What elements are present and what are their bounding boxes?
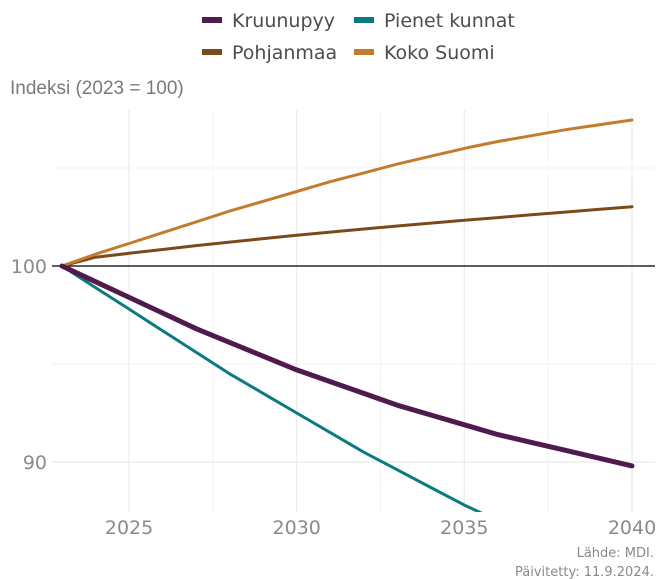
legend-swatch [354, 17, 374, 23]
legend-swatch [202, 17, 222, 23]
legend-label: Pienet kunnat [384, 10, 515, 32]
y-axis-label: Indeksi (2023 = 100) [10, 78, 184, 99]
series-line-pohjanmaa [60, 205, 634, 268]
source-line-2: Päivitetty: 11.9.2024. [515, 565, 654, 579]
legend-label: Pohjanmaa [232, 42, 337, 64]
series-line-kruunupyy [59, 263, 635, 469]
y-axis: 90 100 [11, 256, 47, 474]
legend: Kruunupyy Pienet kunnat Pohjanmaa Koko Suom… [202, 10, 515, 64]
legend-label: Koko Suomi [384, 42, 495, 64]
series-line-pienet-kunnat [60, 264, 483, 512]
legend-swatch [202, 49, 222, 55]
source-line-1: Lähde: MDI. [577, 546, 654, 561]
series-line-koko-suomi [60, 118, 634, 268]
x-axis: 2025 2030 2035 2040 [105, 517, 656, 539]
legend-label: Kruunupyy [232, 10, 335, 32]
y-tick-label: 90 [23, 452, 47, 474]
x-tick-label: 2030 [273, 517, 321, 539]
x-tick-label: 2035 [440, 517, 488, 539]
x-tick-label: 2040 [608, 517, 656, 539]
legend-swatch [354, 49, 374, 55]
y-tick-label: 100 [11, 256, 47, 278]
series-group [59, 118, 635, 512]
x-tick-label: 2025 [105, 517, 153, 539]
